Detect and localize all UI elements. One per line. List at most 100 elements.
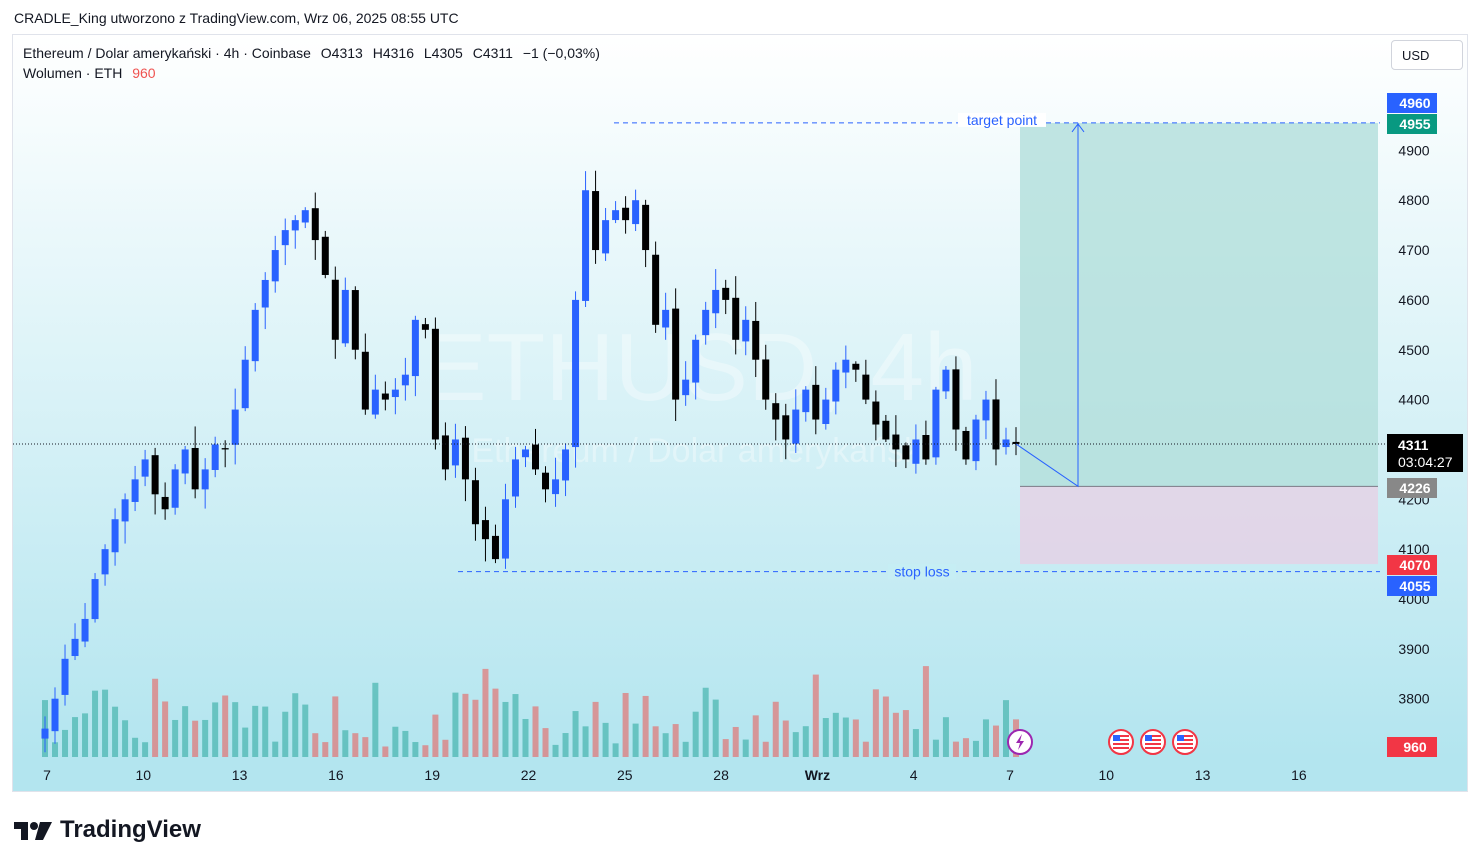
candle-body bbox=[842, 359, 850, 373]
volume-bar bbox=[602, 722, 609, 757]
candle-body bbox=[191, 447, 199, 490]
candle-body bbox=[972, 419, 980, 462]
tradingview-logo[interactable]: TradingView bbox=[14, 816, 201, 844]
volume-bar bbox=[672, 724, 679, 757]
volume-bar bbox=[92, 690, 99, 757]
event-us-1[interactable] bbox=[1108, 729, 1134, 755]
bolt-glyph bbox=[1016, 734, 1024, 750]
time-tick-label: 10 bbox=[136, 767, 152, 783]
stop-loss-label: stop loss bbox=[894, 564, 949, 580]
price-tag-4226: 4226 bbox=[1399, 480, 1430, 496]
candle-body bbox=[171, 469, 179, 508]
price-tick-label: 4900 bbox=[1398, 142, 1429, 158]
footer-brand: TradingView bbox=[60, 816, 201, 843]
candle-body bbox=[692, 339, 700, 383]
price-tag-4226-bg bbox=[1387, 478, 1437, 498]
projection-path bbox=[1015, 122, 1079, 488]
candle-body bbox=[802, 389, 810, 413]
candle-body bbox=[822, 399, 830, 425]
watermark-name: Ethereum / Dolar amerykański bbox=[471, 432, 928, 470]
candle-body bbox=[71, 638, 79, 657]
current-price-bg bbox=[1387, 434, 1463, 472]
volume-bar bbox=[82, 713, 89, 757]
candle-body bbox=[391, 389, 399, 398]
candle-body bbox=[331, 279, 339, 340]
volume-bar bbox=[62, 729, 69, 757]
volume-bar bbox=[202, 719, 209, 757]
volume-bar bbox=[282, 711, 289, 757]
event-us-3[interactable] bbox=[1172, 729, 1198, 755]
candle-body bbox=[421, 324, 429, 330]
flag-stripe bbox=[1113, 747, 1129, 749]
candle-body bbox=[812, 384, 820, 420]
volume-bar bbox=[692, 711, 699, 757]
candle-body bbox=[602, 220, 610, 254]
time-axis[interactable]: 7 10 13 16 19 22 25 28 Wrz 4 7 10 13 16 bbox=[43, 767, 1307, 783]
currency-button[interactable]: USD bbox=[1391, 40, 1463, 70]
candle-body bbox=[652, 254, 660, 325]
candle-body bbox=[261, 279, 269, 308]
volume-bar bbox=[402, 730, 409, 757]
time-tick-label: 4 bbox=[910, 767, 918, 783]
candle-body bbox=[562, 449, 570, 481]
volume-tag: 960 bbox=[1403, 739, 1427, 755]
volume-bar bbox=[192, 720, 199, 757]
candle-body bbox=[852, 363, 860, 370]
volume-bar bbox=[232, 702, 239, 757]
volume-bar bbox=[642, 695, 649, 757]
price-tick-label: 4600 bbox=[1398, 292, 1429, 308]
price-tag-4955: 4955 bbox=[1399, 116, 1430, 132]
us-flag-icon bbox=[1108, 729, 1134, 755]
time-tick-label: 16 bbox=[1291, 767, 1307, 783]
volume-bar bbox=[662, 733, 669, 757]
candle-body bbox=[672, 308, 680, 400]
candle-body bbox=[592, 191, 600, 251]
volume-bar bbox=[392, 726, 399, 757]
legend-close: C4311 bbox=[472, 45, 513, 61]
flag-canton bbox=[1113, 735, 1120, 741]
chart-frame[interactable] bbox=[12, 34, 1468, 792]
volume-bar bbox=[722, 739, 729, 757]
volume-bar bbox=[592, 701, 599, 757]
volume-bar bbox=[832, 712, 839, 757]
candle-body bbox=[461, 437, 469, 480]
candle-body bbox=[732, 297, 740, 340]
candle-body bbox=[962, 430, 970, 460]
candle-body bbox=[912, 439, 920, 464]
flag-canton bbox=[1145, 735, 1152, 741]
volume-bar bbox=[962, 738, 969, 757]
target-point-label: target point bbox=[967, 112, 1037, 128]
price-axis[interactable]: 3800390040004100420044004500460047004800… bbox=[1398, 142, 1429, 706]
volume-bar bbox=[362, 737, 369, 757]
volume-bar bbox=[422, 745, 429, 757]
volume-bar bbox=[892, 712, 899, 757]
volume-bar bbox=[122, 720, 129, 757]
candle-body bbox=[662, 309, 670, 328]
volume-bar bbox=[702, 687, 709, 757]
volume-bar bbox=[782, 720, 789, 757]
volume-bar bbox=[152, 678, 159, 757]
price-tag-4960-bg bbox=[1387, 93, 1437, 113]
candle-body bbox=[642, 204, 650, 251]
event-bolt[interactable] bbox=[1007, 729, 1033, 755]
legend-volume-label[interactable]: Wolumen · ETH bbox=[23, 65, 123, 81]
candle-body bbox=[251, 309, 259, 362]
candle-body bbox=[762, 359, 770, 400]
candle-body bbox=[401, 374, 409, 386]
time-tick-label: 7 bbox=[43, 767, 51, 783]
volume-bar bbox=[332, 696, 339, 757]
legend-symbol[interactable]: Ethereum / Dolar amerykański · 4h · Coin… bbox=[23, 45, 311, 61]
event-us-2[interactable] bbox=[1140, 729, 1166, 755]
stop-zone bbox=[1020, 486, 1378, 565]
volume-bar bbox=[412, 742, 419, 757]
volume-bar bbox=[142, 742, 149, 757]
candle-body bbox=[772, 403, 780, 420]
candle-body bbox=[281, 230, 289, 246]
volume-bar bbox=[752, 715, 759, 757]
volume-bar bbox=[132, 737, 139, 757]
candle-body bbox=[952, 369, 960, 430]
candle-body bbox=[832, 369, 840, 402]
price-tag-4955-bg bbox=[1387, 114, 1437, 134]
volume-bar bbox=[342, 730, 349, 757]
